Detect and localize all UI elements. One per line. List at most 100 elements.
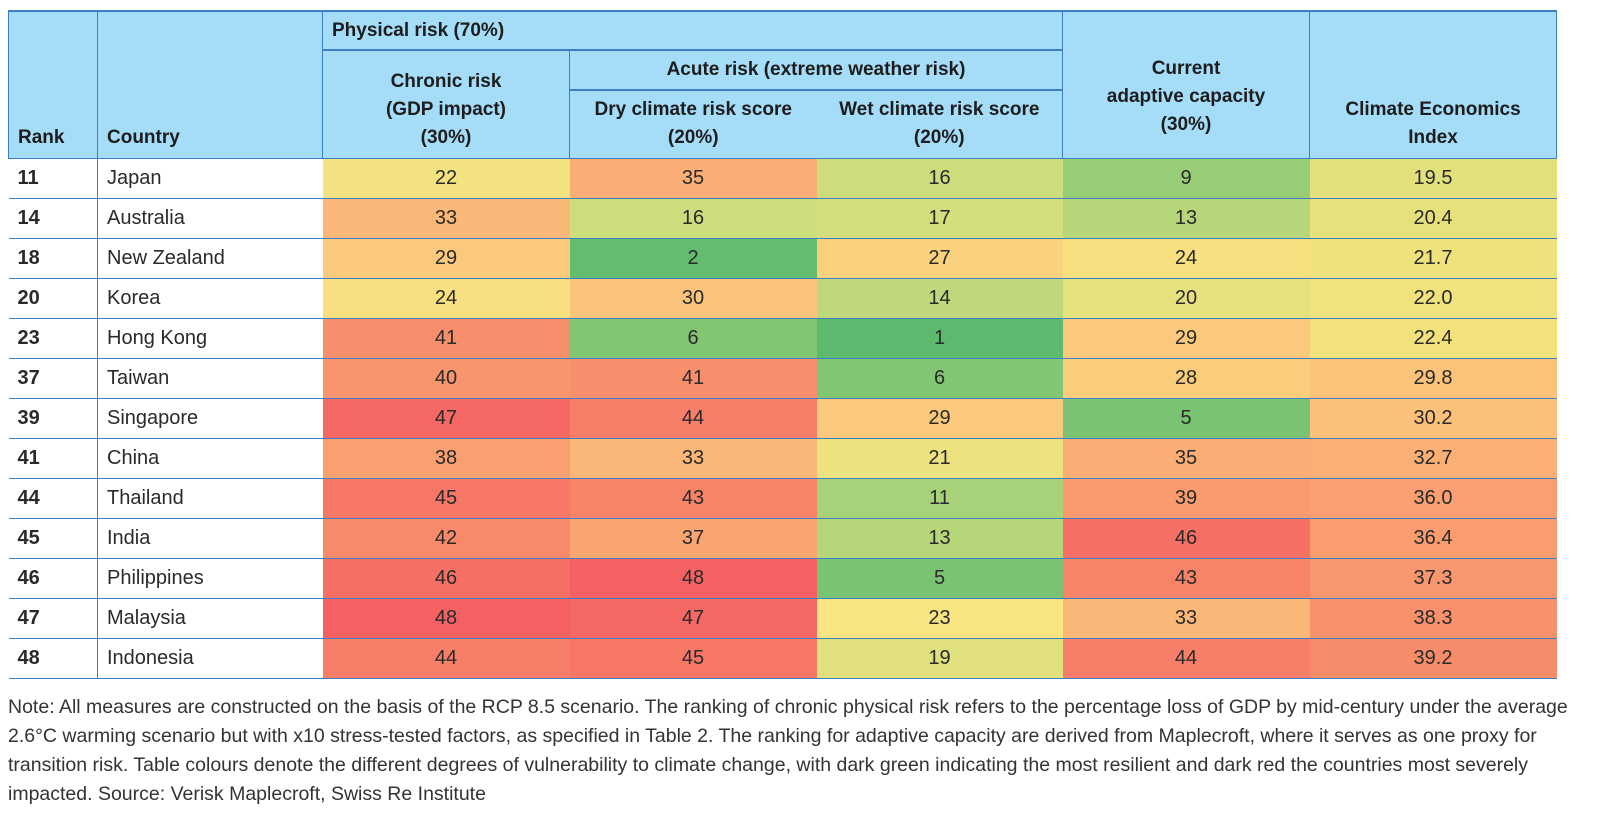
table-row: 37 Taiwan 40 41 6 28 29.8 [8,358,1557,399]
dry-risk-cell: 37 [569,518,817,559]
dry-risk-cell: 30 [569,278,817,319]
table-row: 11 Japan 22 35 16 9 19.5 [8,158,1557,199]
adaptive-capacity-cell: 39 [1062,478,1310,519]
adaptive-capacity-cell: 44 [1062,638,1310,679]
adaptive-capacity-cell: 9 [1062,158,1310,199]
dry-risk-cell: 41 [569,358,817,399]
adaptive-capacity-cell: 35 [1062,438,1310,479]
wet-risk-cell: 27 [816,238,1063,279]
rank-cell: 11 [8,158,98,199]
index-cell: 22.0 [1309,278,1557,319]
index-cell: 30.2 [1309,398,1557,439]
index-cell: 22.4 [1309,318,1557,359]
adaptive-capacity-cell: 20 [1062,278,1310,319]
country-cell: Taiwan [97,358,323,399]
adaptive-capacity-cell: 29 [1062,318,1310,359]
table-row: 44 Thailand 45 43 11 39 36.0 [8,478,1557,519]
dry-risk-cell: 6 [569,318,817,359]
country-cell: Philippines [97,558,323,599]
country-cell: Indonesia [97,638,323,679]
wet-risk-cell: 13 [816,518,1063,559]
dry-risk-cell: 43 [569,478,817,519]
header-index: Climate Economics Index [1309,10,1557,159]
header-acute-risk: Acute risk (extreme weather risk) [569,49,1063,91]
wet-risk-cell: 16 [816,158,1063,199]
wet-risk-cell: 23 [816,598,1063,639]
table-row: 14 Australia 33 16 17 13 20.4 [8,198,1557,239]
climate-index-table: Rank Country Physical risk (70%) Current… [8,10,1557,679]
chronic-risk-cell: 44 [322,638,570,679]
wet-risk-cell: 29 [816,398,1063,439]
header-dry-risk: Dry climate risk score (20%) [569,89,817,159]
dry-risk-cell: 44 [569,398,817,439]
country-cell: Korea [97,278,323,319]
index-cell: 32.7 [1309,438,1557,479]
rank-cell: 20 [8,278,98,319]
wet-risk-cell: 5 [816,558,1063,599]
country-cell: Hong Kong [97,318,323,359]
header-country: Country [97,10,323,159]
rank-cell: 48 [8,638,98,679]
header-chronic-risk: Chronic risk (GDP impact) (30%) [322,49,570,159]
header-wet-risk: Wet climate risk score (20%) [816,89,1063,159]
index-cell: 39.2 [1309,638,1557,679]
rank-cell: 18 [8,238,98,279]
chronic-risk-cell: 46 [322,558,570,599]
rank-cell: 47 [8,598,98,639]
rank-cell: 45 [8,518,98,559]
index-cell: 21.7 [1309,238,1557,279]
adaptive-capacity-cell: 5 [1062,398,1310,439]
header-adaptive-capacity: Current adaptive capacity (30%) [1062,10,1310,159]
index-cell: 38.3 [1309,598,1557,639]
country-cell: Thailand [97,478,323,519]
rank-cell: 46 [8,558,98,599]
header-physical-risk: Physical risk (70%) [322,10,1063,51]
index-cell: 29.8 [1309,358,1557,399]
chronic-risk-cell: 48 [322,598,570,639]
wet-risk-cell: 6 [816,358,1063,399]
adaptive-capacity-cell: 46 [1062,518,1310,559]
table-row: 45 India 42 37 13 46 36.4 [8,518,1557,559]
country-cell: Singapore [97,398,323,439]
adaptive-capacity-cell: 28 [1062,358,1310,399]
index-cell: 20.4 [1309,198,1557,239]
index-cell: 37.3 [1309,558,1557,599]
wet-risk-cell: 14 [816,278,1063,319]
wet-risk-cell: 21 [816,438,1063,479]
rank-cell: 37 [8,358,98,399]
table-row: 23 Hong Kong 41 6 1 29 22.4 [8,318,1557,359]
table-row: 39 Singapore 47 44 29 5 30.2 [8,398,1557,439]
wet-risk-cell: 1 [816,318,1063,359]
chronic-risk-cell: 41 [322,318,570,359]
country-cell: New Zealand [97,238,323,279]
country-cell: India [97,518,323,559]
table-note: Note: All measures are constructed on th… [8,696,1568,805]
chronic-risk-cell: 22 [322,158,570,199]
wet-risk-cell: 17 [816,198,1063,239]
adaptive-capacity-cell: 13 [1062,198,1310,239]
dry-risk-cell: 16 [569,198,817,239]
rank-cell: 41 [8,438,98,479]
chronic-risk-cell: 38 [322,438,570,479]
country-cell: China [97,438,323,479]
rank-cell: 44 [8,478,98,519]
country-cell: Malaysia [97,598,323,639]
chronic-risk-cell: 24 [322,278,570,319]
chronic-risk-cell: 47 [322,398,570,439]
dry-risk-cell: 33 [569,438,817,479]
table-row: 48 Indonesia 44 45 19 44 39.2 [8,638,1557,679]
rank-cell: 14 [8,198,98,239]
dry-risk-cell: 47 [569,598,817,639]
index-cell: 36.4 [1309,518,1557,559]
rank-cell: 23 [8,318,98,359]
chronic-risk-cell: 33 [322,198,570,239]
wet-risk-cell: 19 [816,638,1063,679]
table-row: 47 Malaysia 48 47 23 33 38.3 [8,598,1557,639]
table-row: 41 China 38 33 21 35 32.7 [8,438,1557,479]
adaptive-capacity-cell: 24 [1062,238,1310,279]
table-row: 18 New Zealand 29 2 27 24 21.7 [8,238,1557,279]
chronic-risk-cell: 42 [322,518,570,559]
table-row: 20 Korea 24 30 14 20 22.0 [8,278,1557,319]
chronic-risk-cell: 29 [322,238,570,279]
dry-risk-cell: 48 [569,558,817,599]
